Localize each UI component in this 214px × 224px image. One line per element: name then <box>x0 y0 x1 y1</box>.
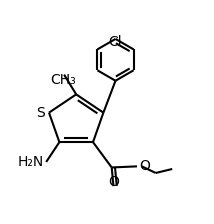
Text: S: S <box>36 106 45 120</box>
Text: O: O <box>108 175 119 189</box>
Text: Cl: Cl <box>109 34 122 49</box>
Text: H₂N: H₂N <box>18 155 44 169</box>
Text: O: O <box>139 159 150 173</box>
Text: CH₃: CH₃ <box>50 73 76 87</box>
